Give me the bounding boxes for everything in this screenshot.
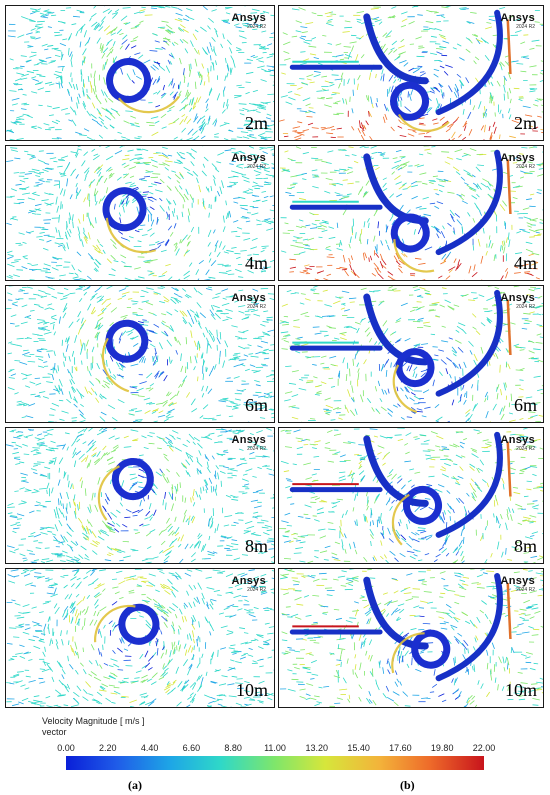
brand-version: 2024 R2 [247, 24, 266, 30]
distance-label: 4m [244, 253, 268, 273]
distance-label: 10m [235, 680, 268, 700]
velocity-vector-field [279, 146, 543, 280]
panel-left-5: Ansys 2024 R2 10m [5, 568, 275, 708]
panel-right-1: Ansys 2024 R2 2m [278, 5, 544, 141]
brand-name: Ansys [231, 152, 266, 164]
legend-tick-label: 11.00 [264, 743, 286, 753]
panel-right-4: Ansys 2024 R2 8m [278, 427, 544, 564]
velocity-vector-field [279, 569, 543, 707]
legend-title: Velocity Magnitude [ m/s ] [42, 716, 145, 726]
distance-label: 8m [513, 536, 537, 556]
caption-left: (a) [128, 778, 142, 792]
figure-grid: Ansys 2024 R2 2m Ansys 2024 R2 2m Ansys 2024 R2… [5, 5, 544, 708]
brand-name: Ansys [500, 152, 535, 164]
velocity-vector-field [6, 286, 274, 422]
brand-version: 2024 R2 [516, 446, 535, 452]
legend-tick-label: 13.20 [305, 743, 329, 753]
distance-label: 2m [244, 113, 268, 133]
distance-label: 4m [513, 253, 537, 273]
legend-tick-label: 4.40 [140, 743, 159, 753]
brand-version: 2024 R2 [247, 304, 266, 310]
velocity-vector-field [6, 146, 274, 280]
velocity-vector-field [279, 286, 543, 422]
panel-left-1: Ansys 2024 R2 2m [5, 5, 275, 141]
ansys-logo: Ansys 2024 R2 [231, 293, 266, 310]
brand-name: Ansys [231, 575, 266, 587]
legend-tick-label: 15.40 [347, 743, 370, 753]
legend-tick-label: 17.60 [389, 743, 412, 753]
brand-version: 2024 R2 [247, 587, 266, 593]
ansys-logo: Ansys 2024 R2 [500, 576, 535, 593]
brand-version: 2024 R2 [516, 24, 535, 30]
panel-left-3: Ansys 2024 R2 6m [5, 285, 275, 423]
distance-label: 10m [504, 680, 537, 700]
panel-left-4: Ansys 2024 R2 8m [5, 427, 275, 564]
ansys-logo: Ansys 2024 R2 [500, 13, 535, 30]
ansys-logo: Ansys 2024 R2 [231, 13, 266, 30]
brand-name: Ansys [231, 292, 266, 304]
brand-version: 2024 R2 [516, 304, 535, 310]
velocity-vector-field [6, 6, 274, 140]
legend-tick-label: 0.00 [57, 743, 75, 753]
brand-version: 2024 R2 [516, 164, 535, 170]
panel-left-2: Ansys 2024 R2 4m [5, 145, 275, 281]
velocity-legend: Velocity Magnitude [ m/s ] vector 0.00 2.… [40, 716, 510, 772]
ansys-logo: Ansys 2024 R2 [500, 153, 535, 170]
panel-right-2: Ansys 2024 R2 4m [278, 145, 544, 281]
distance-label: 6m [244, 395, 268, 415]
legend-tick-label: 8.80 [224, 743, 242, 753]
legend-subtitle: vector [42, 727, 67, 737]
ansys-logo: Ansys 2024 R2 [500, 435, 535, 452]
brand-name: Ansys [231, 434, 266, 446]
legend-ticks: 0.00 2.20 4.40 6.60 8.80 11.00 13.20 15.40 17.60… [40, 743, 510, 755]
distance-label: 8m [244, 536, 268, 556]
brand-name: Ansys [500, 575, 535, 587]
velocity-vector-field [279, 428, 543, 563]
ansys-logo: Ansys 2024 R2 [500, 293, 535, 310]
brand-version: 2024 R2 [247, 164, 266, 170]
brand-version: 2024 R2 [247, 446, 266, 452]
ansys-logo: Ansys 2024 R2 [231, 153, 266, 170]
panel-right-3: Ansys 2024 R2 6m [278, 285, 544, 423]
velocity-vector-field [279, 6, 543, 140]
brand-name: Ansys [231, 12, 266, 24]
legend-tick-label: 19.80 [430, 743, 454, 753]
brand-name: Ansys [500, 434, 535, 446]
velocity-vector-field [6, 428, 274, 563]
brand-version: 2024 R2 [516, 587, 535, 593]
legend-tick-label: 22.00 [472, 743, 496, 753]
caption-right: (b) [400, 778, 415, 792]
distance-label: 2m [513, 113, 537, 133]
ansys-logo: Ansys 2024 R2 [231, 576, 266, 593]
legend-tick-label: 6.60 [182, 743, 201, 753]
ansys-logo: Ansys 2024 R2 [231, 435, 266, 452]
legend-colorbar [66, 756, 484, 770]
panel-right-5: Ansys 2024 R2 10m [278, 568, 544, 708]
brand-name: Ansys [500, 292, 535, 304]
brand-name: Ansys [500, 12, 535, 24]
velocity-vector-field [6, 569, 274, 707]
distance-label: 6m [513, 395, 537, 415]
legend-tick-label: 2.20 [99, 743, 117, 753]
